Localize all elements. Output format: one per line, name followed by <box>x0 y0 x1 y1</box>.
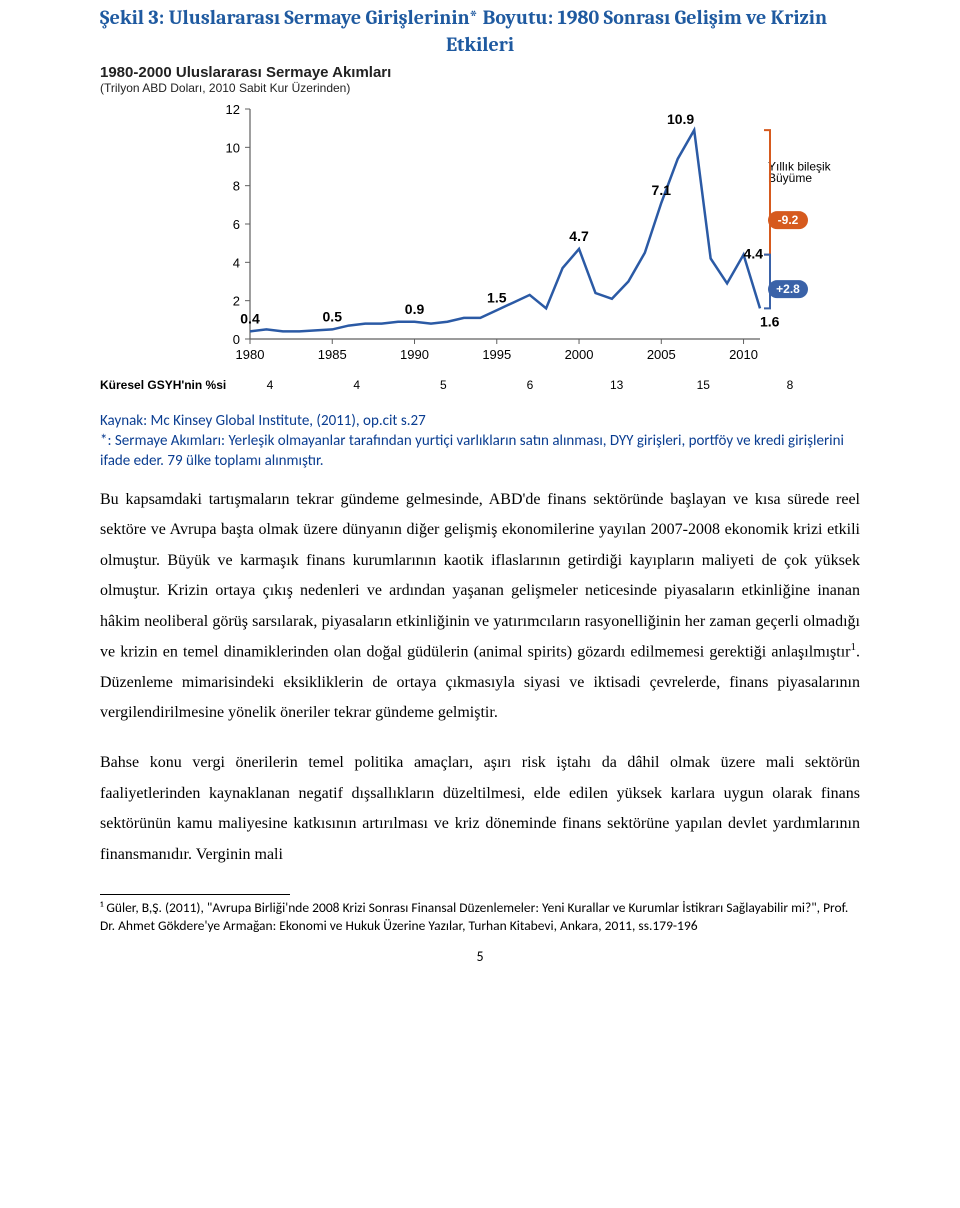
svg-text:-9.2: -9.2 <box>778 213 799 227</box>
svg-text:0: 0 <box>233 332 240 347</box>
body-paragraph-2: Bahse konu vergi önerilerin temel politi… <box>100 748 860 870</box>
svg-text:0.5: 0.5 <box>323 308 343 324</box>
footnote-separator <box>100 894 290 895</box>
svg-text:0.4: 0.4 <box>240 310 260 326</box>
body-paragraph-1: Bu kapsamdaki tartışmaların tekrar günde… <box>100 485 860 728</box>
para1-main: Bu kapsamdaki tartışmaların tekrar günde… <box>100 491 860 660</box>
svg-text:1980: 1980 <box>236 347 265 362</box>
svg-text:1985: 1985 <box>318 347 347 362</box>
svg-text:0.9: 0.9 <box>405 301 425 317</box>
svg-text:2000: 2000 <box>565 347 594 362</box>
svg-text:12: 12 <box>226 102 240 117</box>
svg-text:+2.8: +2.8 <box>776 282 800 296</box>
svg-text:10.9: 10.9 <box>667 111 694 127</box>
svg-text:4.7: 4.7 <box>569 228 589 244</box>
svg-text:6: 6 <box>233 217 240 232</box>
svg-text:10: 10 <box>226 140 240 155</box>
gdp-cell: 5 <box>423 378 463 392</box>
svg-text:7.1: 7.1 <box>652 182 672 198</box>
figure-title-line2: Etkileri <box>100 33 860 56</box>
note-line: *: Sermaye Akımları: Yerleşik olmayanlar… <box>100 432 860 471</box>
gdp-cell: 4 <box>250 378 290 392</box>
svg-text:4: 4 <box>233 255 240 270</box>
source-line: Kaynak: Mc Kinsey Global Institute, (201… <box>100 412 860 430</box>
gdp-cell: 15 <box>683 378 723 392</box>
svg-text:Büyüme: Büyüme <box>768 171 812 185</box>
page-number: 5 <box>100 948 860 965</box>
svg-text:2010: 2010 <box>729 347 758 362</box>
capital-flows-chart: 0 2 4 6 8 10 12 1980 1985 1990 1995 2000 2005 2010 0.4… <box>100 99 860 374</box>
svg-text:4.4: 4.4 <box>744 246 764 262</box>
gdp-row-label: Küresel GSYH'nin %si <box>100 378 250 392</box>
svg-text:8: 8 <box>233 179 240 194</box>
svg-text:1.6: 1.6 <box>760 313 780 329</box>
svg-text:2005: 2005 <box>647 347 676 362</box>
svg-text:2: 2 <box>233 294 240 309</box>
footnote-1: ¹ Güler, B,Ş. (2011), "Avrupa Birliği'nd… <box>100 899 860 934</box>
svg-text:1.5: 1.5 <box>487 289 507 305</box>
gdp-cell: 8 <box>770 378 810 392</box>
chart-subtitle: (Trilyon ABD Doları, 2010 Sabit Kur Üzer… <box>100 81 860 95</box>
gdp-percent-row: Küresel GSYH'nin %si 4 4 5 6 13 15 8 <box>100 378 860 392</box>
figure-title-line1: Şekil 3: Uluslararası Sermaye Girişlerin… <box>100 6 860 29</box>
svg-text:1995: 1995 <box>482 347 511 362</box>
chart-title: 1980-2000 Uluslararası Sermaye Akımları <box>100 64 860 81</box>
gdp-cell: 4 <box>337 378 377 392</box>
svg-text:1990: 1990 <box>400 347 429 362</box>
gdp-cell: 6 <box>510 378 550 392</box>
gdp-cell: 13 <box>597 378 637 392</box>
